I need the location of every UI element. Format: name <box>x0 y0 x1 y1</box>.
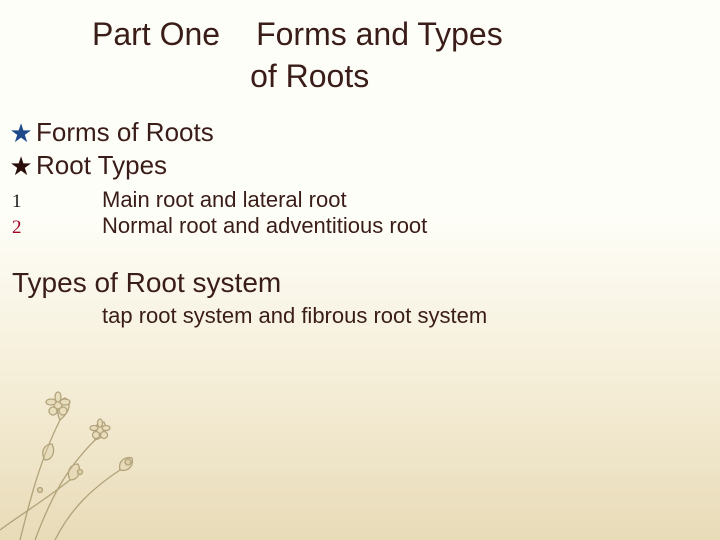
subheading: Types of Root system <box>0 239 720 299</box>
slide-container: Part One Forms and Types of Roots ★ Form… <box>0 0 720 540</box>
title-line2: of Roots <box>250 56 503 98</box>
numbered-text: Normal root and adventitious root <box>102 213 427 239</box>
numbered-list: 1 Main root and lateral root 2 Normal ro… <box>0 183 720 239</box>
bullet-list: ★ Forms of Roots ★ Root Types <box>0 97 720 181</box>
bullet-text: Forms of Roots <box>36 117 214 148</box>
title-main: Forms and Types of Roots <box>250 14 503 97</box>
number-label: 1 <box>12 191 102 213</box>
star-icon: ★ <box>6 120 36 146</box>
bullet-item-forms: ★ Forms of Roots <box>6 117 720 148</box>
number-label: 2 <box>12 217 102 239</box>
star-icon: ★ <box>6 153 36 179</box>
title-line1: Forms and Types <box>250 14 503 56</box>
slide-title: Part One Forms and Types of Roots <box>0 0 720 97</box>
title-part-label: Part One <box>92 14 250 56</box>
floral-decoration-icon <box>0 350 190 540</box>
bullet-text: Root Types <box>36 150 167 181</box>
numbered-item-2: 2 Normal root and adventitious root <box>12 213 720 239</box>
numbered-text: Main root and lateral root <box>102 187 347 213</box>
subheading-detail: tap root system and fibrous root system <box>0 299 720 329</box>
numbered-item-1: 1 Main root and lateral root <box>12 187 720 213</box>
bullet-item-types: ★ Root Types <box>6 150 720 181</box>
